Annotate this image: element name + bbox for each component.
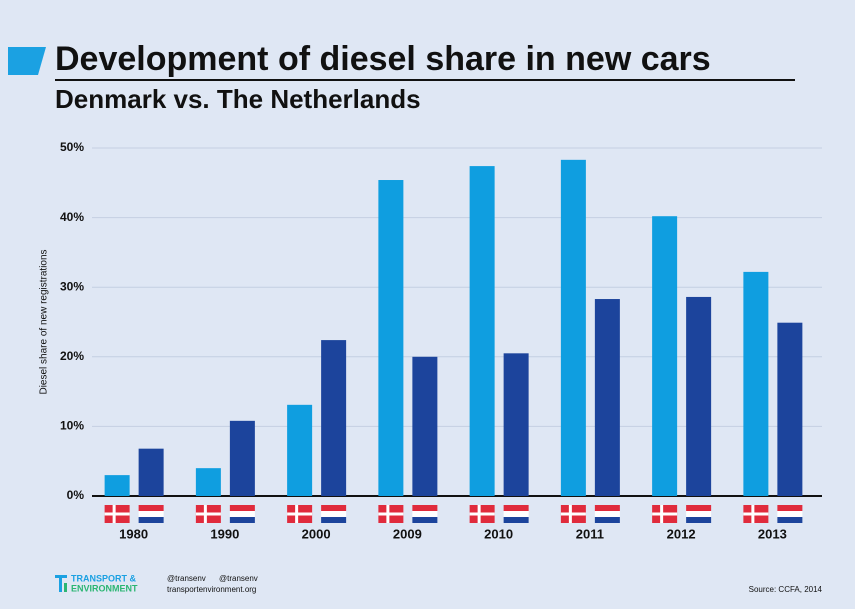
x-tick-label: 2009 <box>393 526 422 541</box>
flag-netherlands <box>777 511 803 517</box>
flag-netherlands <box>229 511 255 517</box>
facebook-handle: @transenv <box>219 574 258 583</box>
flag-netherlands <box>138 505 164 511</box>
flag-cross <box>743 512 769 516</box>
bar <box>138 448 164 496</box>
flag-cross <box>104 512 130 516</box>
bar <box>686 296 712 496</box>
logo-bar <box>59 578 62 592</box>
flag-netherlands <box>777 517 803 523</box>
y-tick-label: 50% <box>60 140 84 154</box>
flag-netherlands <box>594 511 620 517</box>
y-tick-label: 20% <box>60 349 84 363</box>
flag-netherlands <box>229 505 255 511</box>
bar <box>378 180 404 497</box>
y-tick-label: 10% <box>60 419 84 433</box>
brand-line: TRANSPORT & <box>71 573 137 583</box>
flag-netherlands <box>321 511 347 517</box>
flag-netherlands <box>594 505 620 511</box>
flag-netherlands <box>503 517 529 523</box>
flag-cross <box>560 512 586 516</box>
bar <box>594 299 620 496</box>
x-tick-label: 1990 <box>210 526 239 541</box>
flag-netherlands <box>412 511 438 517</box>
bar <box>503 353 529 496</box>
website: transportenvironment.org <box>167 585 256 594</box>
flag-cross <box>652 512 678 516</box>
flag-netherlands <box>777 505 803 511</box>
logo-bar <box>55 575 67 578</box>
flag-cross <box>195 512 221 516</box>
x-tick-label: 2012 <box>667 526 696 541</box>
flag-netherlands <box>503 511 529 517</box>
x-tick-label: 2010 <box>484 526 513 541</box>
y-axis-label: Diesel share of new registrations <box>39 249 50 394</box>
flag-netherlands <box>321 505 347 511</box>
flag-cross <box>378 512 404 516</box>
flag-netherlands <box>229 517 255 523</box>
bar <box>104 475 130 496</box>
logo-bar <box>64 583 67 592</box>
bar <box>560 159 586 496</box>
bar <box>652 216 678 496</box>
flag-netherlands <box>594 517 620 523</box>
logo <box>55 575 67 592</box>
x-tick-label: 2013 <box>758 526 787 541</box>
flag-netherlands <box>503 505 529 511</box>
y-tick-label: 40% <box>60 210 84 224</box>
source: Source: CCFA, 2014 <box>749 585 823 594</box>
flag-netherlands <box>412 505 438 511</box>
bar <box>469 166 495 496</box>
flag-cross <box>469 512 495 516</box>
y-tick-label: 30% <box>60 279 84 293</box>
x-tick-label: 2011 <box>576 526 604 541</box>
bar <box>777 322 803 496</box>
chart-title: Development of diesel share in new cars <box>55 40 711 78</box>
x-tick-label: 2000 <box>302 526 331 541</box>
flag-netherlands <box>686 505 712 511</box>
flag-netherlands <box>686 511 712 517</box>
bar <box>412 356 438 496</box>
brand-line: ENVIRONMENT <box>71 583 138 593</box>
y-tick-label: 0% <box>67 488 85 502</box>
flag-netherlands <box>321 517 347 523</box>
flag-netherlands <box>138 511 164 517</box>
flag-netherlands <box>686 517 712 523</box>
bar <box>743 271 769 496</box>
flag-netherlands <box>138 517 164 523</box>
bar <box>195 468 221 496</box>
title-mark <box>8 47 46 75</box>
flag-netherlands <box>412 517 438 523</box>
chart-subtitle: Denmark vs. The Netherlands <box>55 84 421 114</box>
flag-cross <box>287 512 313 516</box>
bar <box>229 420 255 496</box>
x-tick-label: 1980 <box>119 526 148 541</box>
twitter-handle: @transenv <box>167 574 206 583</box>
bar <box>321 340 347 496</box>
bar <box>287 404 313 496</box>
